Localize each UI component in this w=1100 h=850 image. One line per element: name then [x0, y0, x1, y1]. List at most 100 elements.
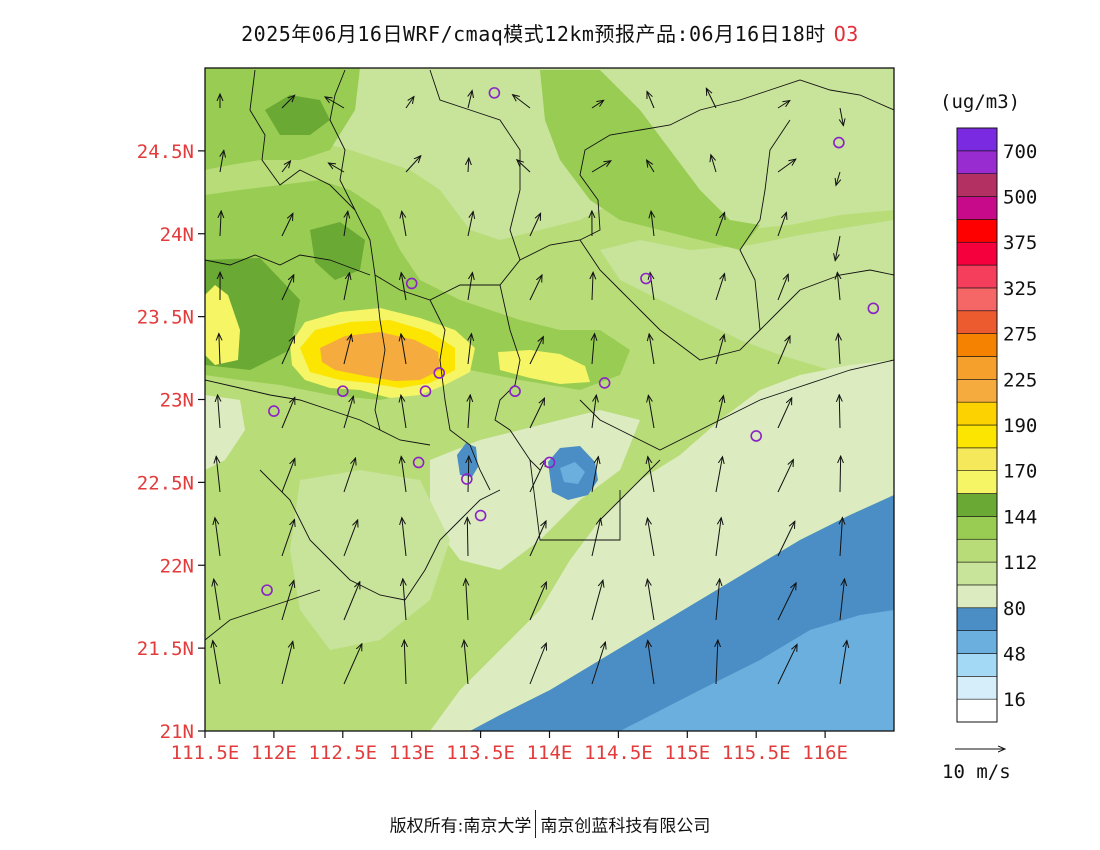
y-tick-label: 24.5N	[137, 141, 194, 163]
wind-arrow	[343, 334, 351, 365]
wind-arrow	[468, 90, 472, 109]
x-tick-label: 113E	[389, 742, 435, 764]
station-marker	[488, 87, 501, 99]
wind-arrow	[215, 518, 221, 557]
wind-arrow	[467, 517, 468, 557]
colorbar-label: 500	[1003, 187, 1037, 209]
copyright-footer: 版权所有:南京大学 南京创蓝科技有限公司	[0, 810, 1100, 838]
colorbar-swatch	[956, 424, 998, 449]
monitoring-stations	[261, 87, 880, 596]
wind-arrow	[529, 643, 546, 685]
wind-arrow	[839, 641, 847, 685]
wind-arrow	[529, 213, 541, 237]
wind-arrow	[468, 334, 471, 365]
wind-arrow	[466, 579, 468, 621]
title-text: 2025年06月16日WRF/cmaq模式12km预报产品:06月16日18时	[241, 22, 826, 46]
wind-arrow	[777, 460, 793, 493]
wind-arrow	[777, 644, 797, 685]
wind-arrow	[464, 640, 469, 685]
wind-arrow	[777, 274, 788, 301]
wind-arrow	[343, 520, 358, 557]
y-tick-label: 24N	[160, 224, 194, 246]
wind-arrow	[513, 95, 531, 109]
wind-arrow	[328, 163, 345, 173]
colorbar-swatch	[956, 698, 998, 723]
wind-arrow	[343, 458, 356, 493]
field-pale-mid	[430, 410, 640, 570]
wind-arrow	[649, 334, 655, 365]
x-tick-label: 113.5E	[446, 742, 515, 764]
wind-arrow	[591, 100, 604, 109]
colorbar-swatch	[956, 630, 998, 654]
wind-arrow	[281, 641, 293, 685]
station-marker	[261, 584, 273, 596]
wind-arrow	[648, 395, 655, 429]
colorbar-swatch	[956, 653, 998, 677]
colorbar-swatch	[956, 516, 998, 540]
wind-arrow	[529, 521, 546, 557]
wind-arrow	[214, 579, 221, 621]
pollutant-label: O3	[833, 22, 859, 46]
station-marker	[474, 509, 487, 522]
colorbar-label: 700	[1003, 141, 1037, 163]
wind-arrow	[402, 518, 407, 557]
colorbar-swatch	[956, 607, 998, 631]
station-marker	[419, 385, 432, 398]
colorbar-swatch	[956, 470, 998, 494]
wind-arrow	[715, 457, 723, 493]
wind-arrow	[405, 156, 421, 173]
wind-arrow	[343, 273, 349, 301]
wind-arrow	[592, 334, 595, 365]
wind-arrow	[777, 159, 796, 173]
latitude-axis: 21N 21.5N 22N 22.5N 23N 23.5N 24N 24.5N	[137, 141, 205, 743]
station-marker	[268, 405, 280, 417]
station-marker	[461, 473, 473, 485]
wind-arrow	[837, 272, 840, 301]
wind-arrow	[777, 212, 786, 237]
colorbar-swatch	[956, 150, 998, 174]
wind-arrow	[281, 397, 295, 429]
wind-arrow	[838, 334, 840, 365]
wind-arrow	[592, 272, 593, 301]
longitude-axis: 111.5E 112E 112.5E 113E 113.5E 114E 114.5E 115E…	[171, 731, 848, 764]
colorbar-swatch	[956, 173, 998, 197]
wind-arrow	[591, 395, 596, 429]
wind-arrow	[715, 396, 724, 429]
colorbar: 16 48 80 112 144 170 190 225 275 325 375 500 700	[956, 127, 1037, 723]
wind-arrow	[218, 395, 220, 429]
wind-arrow	[401, 273, 407, 301]
wind-arrow	[281, 519, 295, 557]
colorbar-label: 144	[1003, 506, 1037, 528]
wind-arrow	[777, 583, 796, 621]
station-marker	[867, 302, 880, 315]
wind-arrow	[468, 395, 470, 429]
field-orange	[320, 332, 440, 381]
wind-arrow	[281, 95, 295, 109]
wind-arrow	[716, 640, 718, 685]
colorbar-swatch	[956, 310, 998, 334]
station-marker	[833, 136, 845, 149]
colorbar-swatch	[956, 493, 998, 517]
x-tick-label: 116E	[802, 742, 848, 764]
colorbar-swatch	[956, 287, 998, 312]
field-pale-west	[205, 395, 245, 470]
station-marker	[543, 456, 556, 469]
field-yellow-east	[498, 350, 590, 384]
wind-reference-label: 10 m/s	[942, 761, 1011, 783]
x-tick-label: 114E	[527, 742, 573, 764]
wind-arrow	[403, 579, 406, 621]
wind-arrow	[839, 579, 845, 621]
field-blue-sz-inner	[560, 462, 585, 484]
colorbar-label: 325	[1003, 278, 1037, 300]
footer-divider	[535, 810, 537, 838]
wind-arrow	[213, 641, 221, 685]
y-tick-label: 22.5N	[137, 472, 194, 494]
concentration-field	[205, 68, 894, 731]
wind-arrow	[401, 456, 407, 493]
wind-arrow	[648, 640, 655, 685]
wind-arrow	[404, 640, 406, 685]
field-dark-nw	[265, 95, 330, 135]
wind-arrow	[219, 334, 220, 365]
wind-arrow	[835, 235, 841, 261]
field-dark-mid	[310, 222, 365, 280]
